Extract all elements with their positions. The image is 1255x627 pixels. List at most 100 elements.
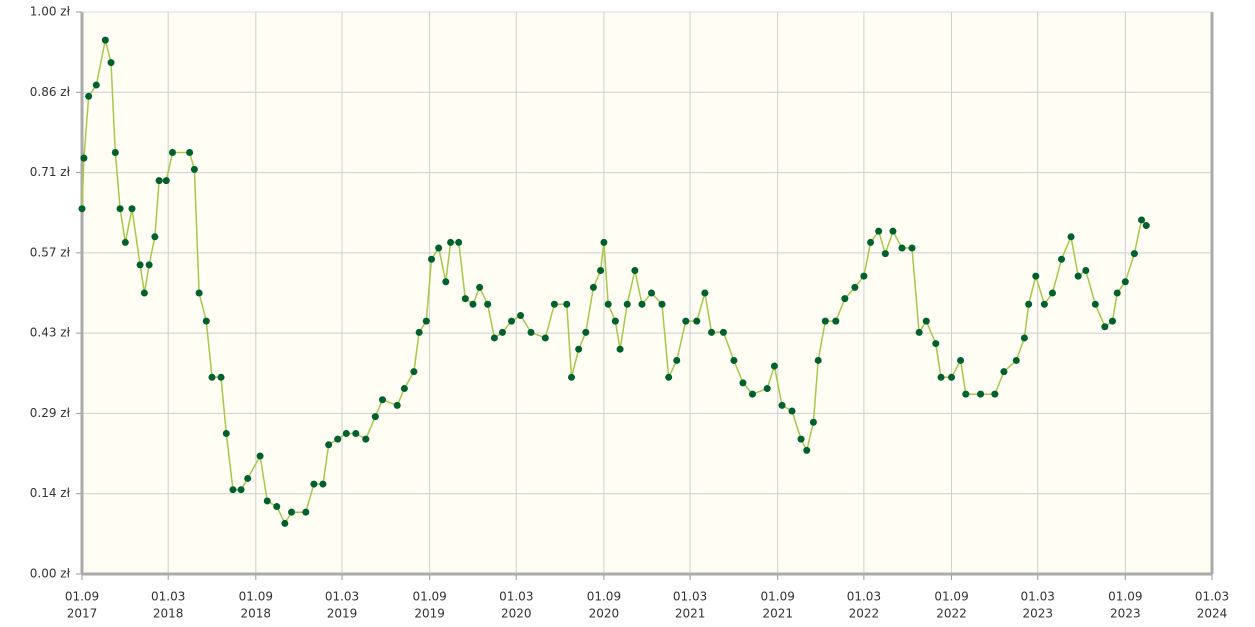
price-point: [168, 149, 176, 156]
price-point: [1082, 267, 1090, 275]
price-point: [1101, 323, 1109, 331]
price-point: [763, 385, 771, 393]
price-point: [371, 413, 379, 421]
x-tick-label: 01.09: [412, 590, 446, 604]
x-tick-label: 2018: [153, 607, 184, 621]
x-tick-label: 2021: [762, 607, 793, 621]
price-point: [991, 390, 999, 398]
price-point: [484, 300, 492, 308]
price-point: [435, 244, 443, 252]
price-point: [719, 328, 727, 336]
price-point: [1067, 233, 1075, 241]
price-point: [616, 345, 624, 353]
price-point: [527, 328, 535, 336]
price-point: [256, 452, 264, 460]
y-tick-label: 0.29 zł: [30, 406, 71, 420]
price-point: [319, 480, 327, 488]
price-point: [875, 227, 883, 235]
price-point: [288, 508, 296, 516]
price-point: [378, 396, 386, 404]
price-point: [1130, 250, 1138, 258]
price-point: [693, 317, 701, 325]
price-point: [568, 373, 576, 381]
price-point: [1025, 300, 1033, 308]
price-point: [658, 300, 666, 308]
price-point: [1020, 334, 1028, 342]
price-point: [803, 446, 811, 454]
plot-background: [82, 12, 1212, 574]
x-tick-label: 2023: [1110, 607, 1141, 621]
price-point: [1121, 278, 1129, 286]
price-point: [517, 311, 525, 319]
x-tick-label: 01.09: [761, 590, 795, 604]
price-point: [85, 92, 93, 100]
x-tick-label: 2024: [1197, 607, 1228, 621]
price-point: [665, 373, 673, 381]
price-point: [101, 36, 109, 44]
price-point: [638, 300, 646, 308]
price-point: [410, 368, 418, 376]
price-point: [597, 267, 605, 275]
price-point: [1074, 272, 1082, 280]
price-point: [508, 317, 516, 325]
price-point: [889, 227, 897, 235]
price-point: [631, 267, 639, 275]
price-point: [128, 205, 136, 213]
price-point: [604, 300, 612, 308]
price-point: [563, 300, 571, 308]
price-point: [263, 497, 271, 505]
price-point: [145, 261, 153, 269]
x-tick-label: 01.09: [934, 590, 968, 604]
price-point: [1058, 255, 1066, 263]
price-point: [575, 345, 583, 353]
x-tick-label: 01.03: [847, 590, 881, 604]
price-point: [202, 317, 210, 325]
price-point: [648, 289, 656, 297]
price-point: [217, 373, 225, 381]
price-point: [1032, 272, 1040, 280]
x-tick-label: 2022: [936, 607, 967, 621]
price-point: [469, 300, 477, 308]
x-tick-label: 01.03: [673, 590, 707, 604]
price-point: [841, 295, 849, 303]
y-tick-label: 0.00 zł: [30, 567, 71, 581]
price-point: [310, 480, 318, 488]
price-point: [748, 390, 756, 398]
price-point: [1113, 289, 1121, 297]
price-point: [498, 328, 506, 336]
x-tick-label: 01.03: [1195, 590, 1229, 604]
price-point: [962, 390, 970, 398]
price-point: [1091, 300, 1099, 308]
price-point: [851, 283, 859, 291]
price-point: [244, 474, 252, 482]
price-point: [422, 317, 430, 325]
price-point: [186, 149, 194, 156]
price-point: [162, 177, 170, 185]
price-point: [589, 283, 597, 291]
x-tick-label: 01.09: [1108, 590, 1142, 604]
price-point: [550, 300, 558, 308]
price-point: [237, 486, 245, 494]
price-point: [190, 165, 198, 173]
price-point: [352, 430, 360, 437]
price-point: [362, 435, 370, 443]
price-point: [708, 328, 716, 336]
price-point: [1138, 216, 1146, 224]
price-point: [1012, 356, 1020, 364]
price-point: [447, 238, 455, 246]
x-tick-label: 2022: [849, 607, 880, 621]
x-tick-label: 2019: [327, 607, 358, 621]
price-point: [136, 261, 144, 269]
price-point: [490, 334, 498, 342]
x-tick-label: 01.03: [325, 590, 359, 604]
price-point: [195, 289, 203, 297]
price-point: [860, 272, 868, 280]
y-tick-label: 1.00 zł: [30, 5, 71, 19]
price-point: [400, 385, 408, 393]
price-point: [788, 407, 796, 415]
price-point: [92, 81, 100, 89]
price-point: [415, 328, 423, 336]
price-point: [140, 289, 148, 297]
price-point: [151, 233, 159, 241]
price-point: [957, 356, 965, 364]
